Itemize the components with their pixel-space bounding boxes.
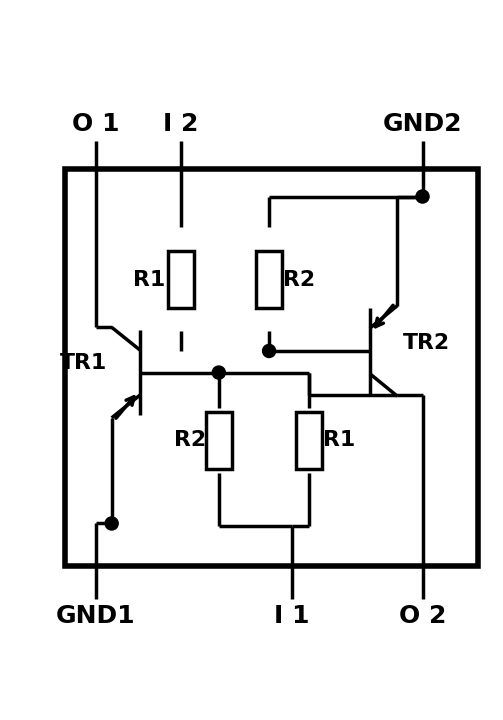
Bar — [296, 412, 322, 469]
Text: O 1: O 1 — [72, 112, 119, 136]
Bar — [65, 169, 478, 566]
Text: GND2: GND2 — [383, 112, 462, 136]
Text: TR1: TR1 — [59, 353, 107, 372]
Text: R1: R1 — [323, 431, 356, 451]
Text: I 2: I 2 — [163, 112, 199, 136]
Text: R2: R2 — [283, 269, 315, 289]
Bar — [256, 251, 282, 308]
Circle shape — [416, 190, 429, 203]
Circle shape — [263, 344, 276, 358]
Circle shape — [212, 366, 225, 379]
Text: R1: R1 — [133, 269, 165, 289]
Bar — [168, 251, 194, 308]
Text: I 1: I 1 — [274, 604, 309, 628]
Text: GND1: GND1 — [56, 604, 135, 628]
Text: O 2: O 2 — [399, 604, 446, 628]
Circle shape — [105, 517, 118, 530]
Bar — [206, 412, 232, 469]
Text: R2: R2 — [174, 431, 206, 451]
Text: TR2: TR2 — [402, 333, 450, 354]
